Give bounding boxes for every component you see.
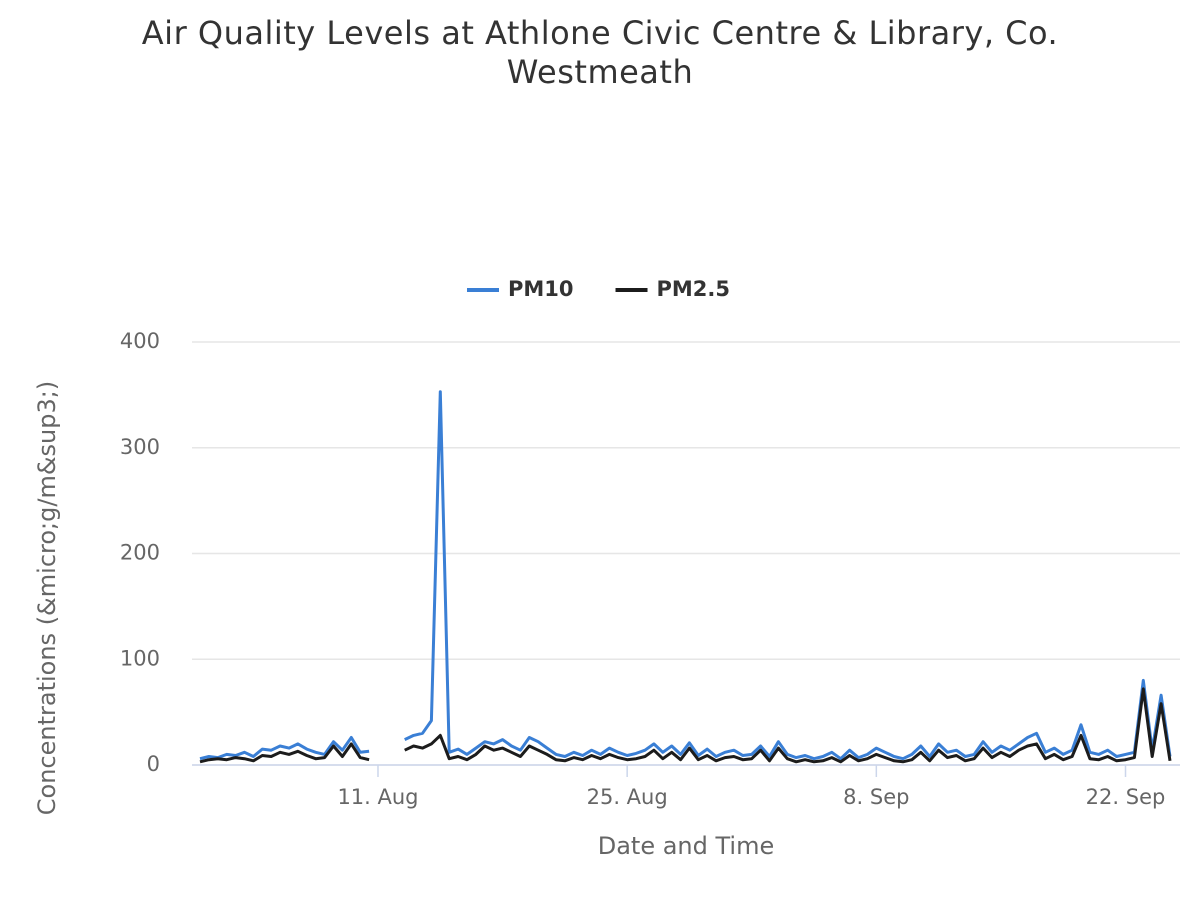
x-tick-label: 11. Aug <box>337 785 418 809</box>
y-tick-label: 200 <box>120 541 160 565</box>
x-tick-label: 8. Sep <box>843 785 909 809</box>
series-line <box>404 687 1172 764</box>
y-tick-label: 300 <box>120 435 160 459</box>
series-line <box>404 390 1172 761</box>
series-line <box>199 736 370 761</box>
y-tick-label: 100 <box>120 646 160 670</box>
x-tick-label: 25. Aug <box>587 785 668 809</box>
y-axis-title: Concentrations (&micro;g/m&sup3;) <box>33 381 61 815</box>
chart-title: Air Quality Levels at Athlone Civic Cent… <box>141 14 1059 91</box>
y-tick-label: 400 <box>120 329 160 353</box>
x-axis-title: Date and Time <box>598 832 775 860</box>
x-tick-label: 22. Sep <box>1086 785 1166 809</box>
legend-label: PM10 <box>508 277 574 301</box>
legend-label: PM2.5 <box>657 277 731 301</box>
series-line <box>199 742 370 764</box>
y-tick-label: 0 <box>147 752 160 776</box>
